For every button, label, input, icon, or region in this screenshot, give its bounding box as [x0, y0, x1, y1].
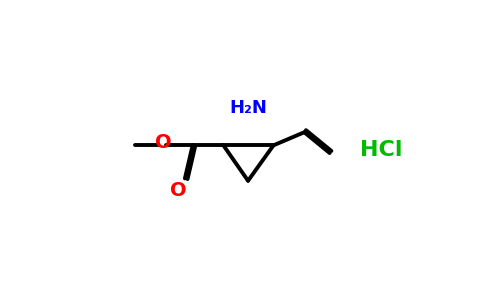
Text: O: O — [155, 133, 172, 152]
Text: H₂N: H₂N — [229, 99, 268, 117]
Text: HCl: HCl — [360, 140, 403, 160]
Text: O: O — [170, 181, 187, 200]
